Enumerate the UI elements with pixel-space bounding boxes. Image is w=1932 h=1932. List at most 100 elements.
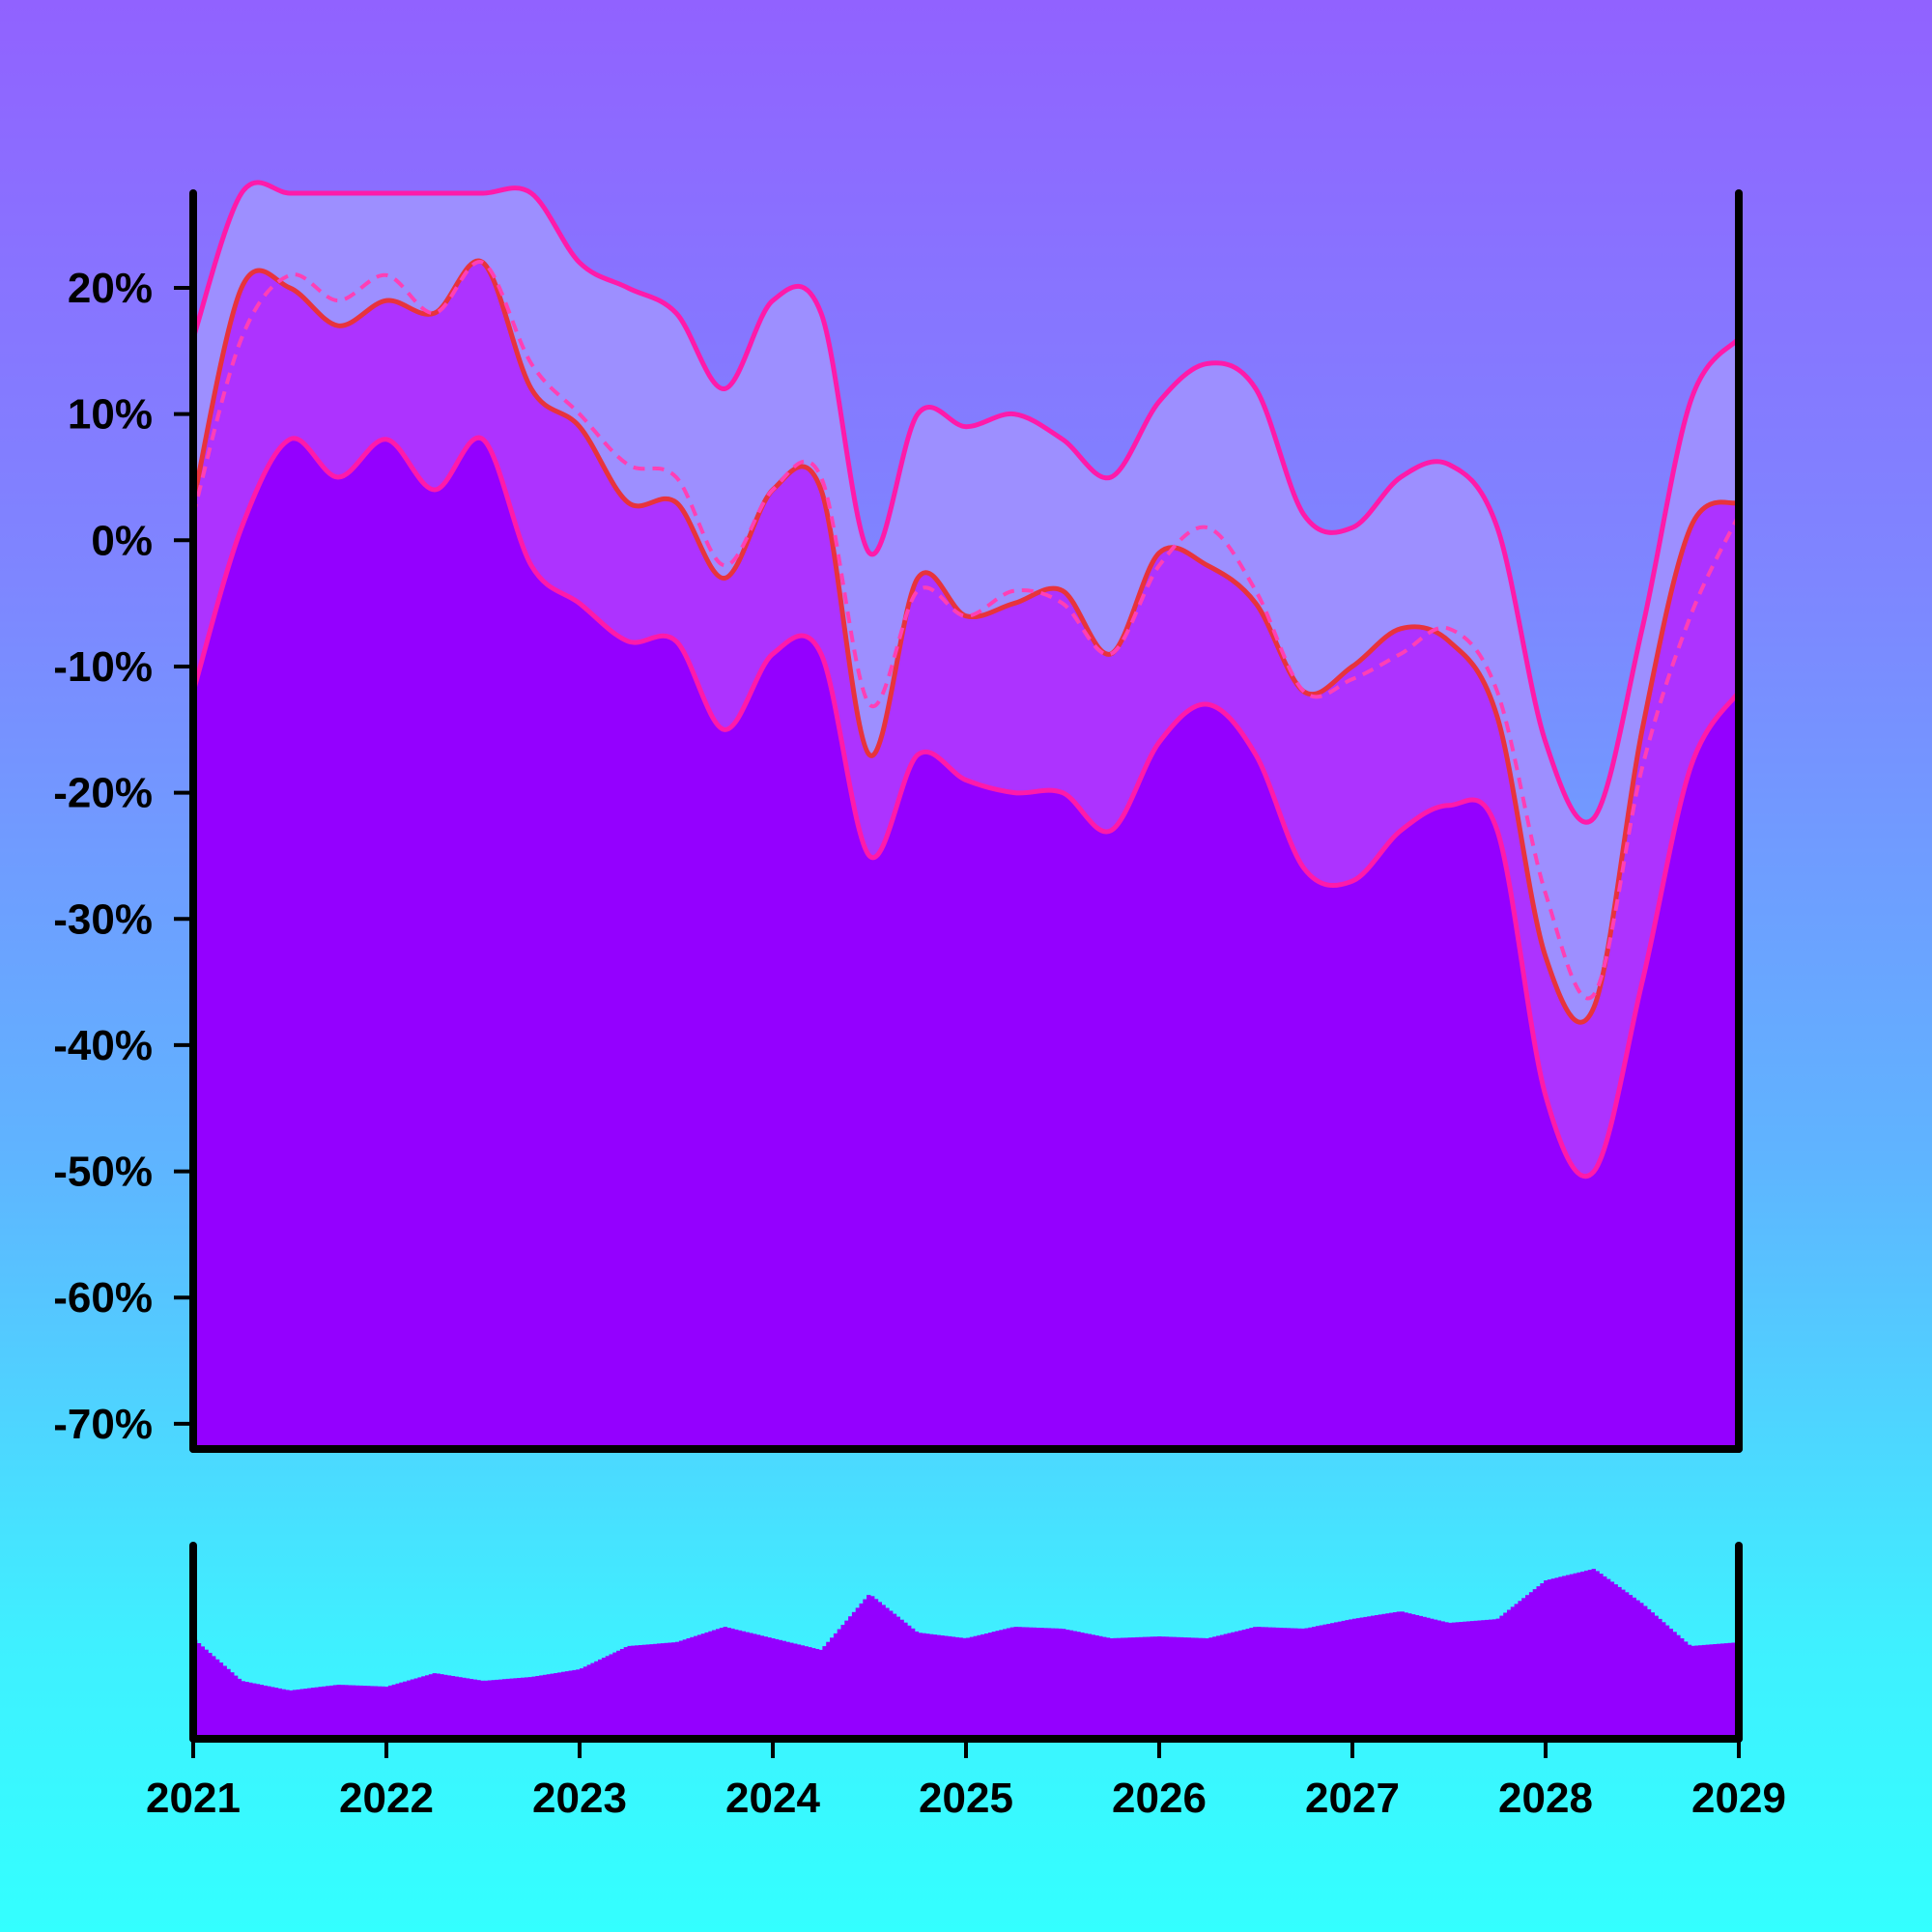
volume-bar: [546, 1674, 552, 1739]
volume-bar: [645, 1644, 650, 1739]
volume-bar: [1624, 1592, 1630, 1739]
volume-bar: [631, 1645, 636, 1739]
volume-bar: [1371, 1615, 1376, 1739]
volume-bar: [1212, 1636, 1217, 1739]
volume-bar: [671, 1642, 676, 1739]
volume-bar: [1337, 1621, 1343, 1739]
volume-bar: [204, 1649, 209, 1739]
volume-bar: [233, 1675, 239, 1739]
volume-bar: [222, 1665, 227, 1739]
volume-bar: [910, 1628, 916, 1739]
volume-bar: [267, 1686, 271, 1739]
volume-bar: [1422, 1616, 1427, 1739]
volume-bar: [778, 1639, 783, 1739]
volume-bar: [741, 1631, 746, 1739]
volume-bar: [255, 1684, 261, 1739]
volume-bar: [1639, 1603, 1644, 1739]
volume-bar: [513, 1678, 518, 1739]
volume-bar: [627, 1645, 632, 1739]
volume-bar: [391, 1684, 397, 1739]
volume-bar: [1658, 1618, 1662, 1739]
volume-bar: [509, 1678, 514, 1739]
volume-bar: [446, 1675, 452, 1739]
volume-bar: [226, 1668, 231, 1739]
volume-bar: [443, 1674, 448, 1739]
volume-bar: [870, 1596, 875, 1739]
volume-bar: [582, 1666, 588, 1739]
volume-bar: [377, 1686, 382, 1739]
volume-bar: [410, 1679, 415, 1739]
volume-bar: [1058, 1628, 1063, 1739]
volume-bar: [273, 1688, 279, 1739]
volume-bar: [1157, 1636, 1162, 1739]
volume-bar: [572, 1669, 577, 1739]
volume-bar: [1389, 1612, 1394, 1739]
volume-bar: [1121, 1637, 1125, 1739]
volume-bar: [1374, 1615, 1379, 1739]
y-tick-label: -30%: [53, 895, 153, 943]
volume-bar: [1473, 1620, 1479, 1739]
volume-bar: [855, 1607, 861, 1739]
volume-bar: [318, 1687, 323, 1739]
volume-bar: [749, 1633, 753, 1739]
volume-bar: [1503, 1612, 1508, 1739]
volume-bar: [1179, 1636, 1184, 1739]
volume-bar: [848, 1616, 853, 1739]
volume-bar: [373, 1686, 379, 1739]
volume-bar: [314, 1687, 320, 1739]
volume-bar: [1518, 1601, 1522, 1739]
volume-bar: [1139, 1636, 1144, 1739]
volume-bar: [1680, 1638, 1685, 1739]
volume-bar: [1131, 1637, 1136, 1739]
volume-bar: [498, 1679, 503, 1739]
volume-bar: [384, 1687, 389, 1739]
volume-bar: [1709, 1644, 1714, 1739]
volume-bar: [1426, 1617, 1431, 1739]
volume-bar: [678, 1640, 684, 1739]
volume-bar: [348, 1685, 353, 1739]
volume-bar: [417, 1677, 422, 1739]
volume-bar: [995, 1631, 1000, 1739]
volume-bar: [781, 1640, 786, 1739]
volume-bar: [425, 1675, 430, 1739]
volume-bar: [1253, 1627, 1258, 1739]
volume-bar: [1664, 1625, 1670, 1739]
volume-bar: [892, 1613, 897, 1739]
volume-bar: [1227, 1633, 1232, 1739]
volume-bar: [1528, 1592, 1534, 1739]
volume-bar: [1043, 1628, 1048, 1739]
volume-bar: [1117, 1637, 1122, 1739]
volume-bar: [958, 1637, 963, 1739]
volume-bar: [1381, 1613, 1386, 1739]
volume-bar: [1296, 1628, 1302, 1739]
volume-bar: [387, 1685, 393, 1739]
volume-bar: [462, 1677, 467, 1739]
volume-bar: [1544, 1580, 1548, 1739]
volume-bar: [1264, 1627, 1268, 1739]
volume-bar: [521, 1677, 526, 1739]
volume-bar: [1198, 1637, 1203, 1739]
volume-bar: [877, 1602, 882, 1739]
volume-bar: [1613, 1584, 1618, 1739]
volume-bar: [1367, 1616, 1372, 1739]
volume-bar: [1062, 1629, 1066, 1739]
volume-bar: [1662, 1622, 1666, 1739]
volume-bar: [285, 1690, 290, 1739]
volume-bar: [1690, 1645, 1695, 1739]
volume-bar: [944, 1635, 949, 1739]
volume-bar: [1407, 1613, 1412, 1739]
volume-bar: [1176, 1636, 1180, 1739]
volume-bar: [918, 1633, 923, 1739]
volume-bar: [326, 1686, 330, 1739]
volume-bar: [303, 1689, 308, 1739]
volume-bar: [1554, 1577, 1559, 1739]
volume-bar: [745, 1632, 750, 1739]
volume-bar: [270, 1687, 275, 1739]
volume-bar: [1009, 1627, 1015, 1739]
volume-bar: [716, 1629, 721, 1739]
volume-bar: [1293, 1628, 1298, 1739]
volume-bar: [940, 1635, 945, 1739]
volume-bar: [903, 1622, 908, 1739]
volume-bar: [1109, 1638, 1114, 1739]
